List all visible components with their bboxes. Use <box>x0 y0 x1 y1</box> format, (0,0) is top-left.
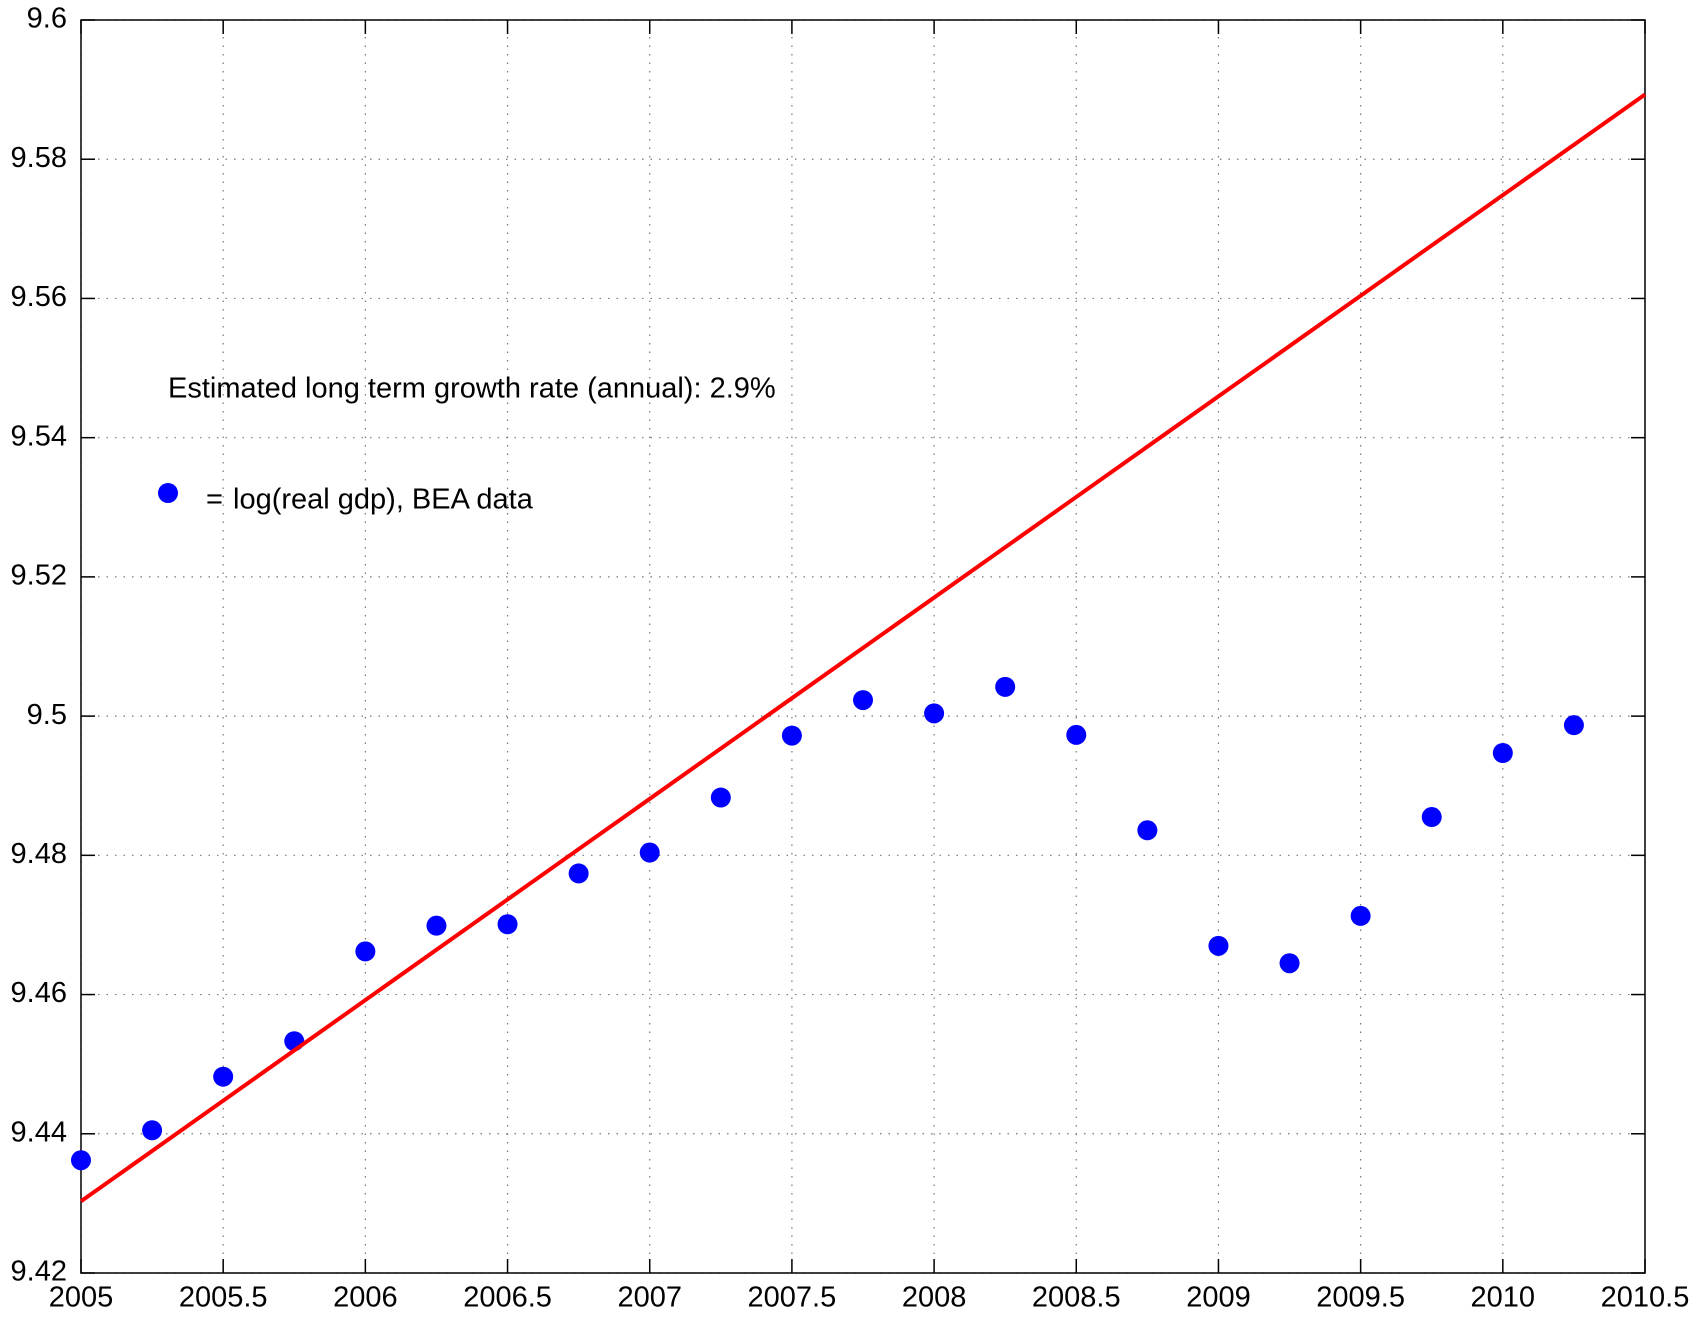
data-point <box>71 1150 91 1171</box>
y-tick-label: 9.48 <box>11 838 67 870</box>
data-point <box>1563 715 1584 736</box>
legend-separator: = <box>206 484 223 516</box>
data-point <box>142 1120 163 1141</box>
data-point <box>995 676 1016 697</box>
x-tick-label: 2007 <box>617 1282 682 1314</box>
x-tick-label: 2009 <box>1186 1282 1251 1314</box>
data-point <box>1350 905 1371 926</box>
y-tick-label: 9.58 <box>11 142 67 174</box>
x-tick-label: 2007.5 <box>748 1282 837 1314</box>
y-tick-label: 9.44 <box>11 1116 67 1148</box>
y-tick-label: 9.46 <box>11 977 67 1009</box>
data-point <box>355 941 376 962</box>
data-point <box>781 725 802 746</box>
y-tick-label: 9.52 <box>11 560 67 592</box>
legend-label: log(real gdp), BEA data <box>233 484 534 516</box>
x-tick-label: 2008 <box>902 1282 967 1314</box>
data-point <box>1066 724 1087 745</box>
x-tick-label: 2006 <box>333 1282 398 1314</box>
x-tick-label: 2006.5 <box>463 1282 552 1314</box>
data-point <box>853 690 873 711</box>
data-point <box>1421 807 1442 828</box>
data-point <box>568 863 589 884</box>
plot-frame <box>80 19 1646 1274</box>
data-point <box>213 1066 234 1087</box>
data-point <box>710 787 731 808</box>
x-tick-label: 2010 <box>1471 1282 1536 1314</box>
data-point <box>1137 820 1158 841</box>
y-tick-label: 9.54 <box>11 420 67 452</box>
y-tick-label: 9.42 <box>11 1256 67 1288</box>
data-point <box>924 703 945 724</box>
data-point <box>639 842 660 863</box>
x-tick-label: 2008.5 <box>1032 1282 1121 1314</box>
data-point <box>426 915 447 936</box>
data-point <box>497 914 518 935</box>
x-tick-label: 2010.5 <box>1601 1282 1690 1314</box>
x-tick-label: 2005.5 <box>179 1282 268 1314</box>
y-tick-label: 9.56 <box>11 281 67 313</box>
trend-line <box>79 92 1647 1203</box>
y-tick-label: 9.6 <box>27 3 67 35</box>
annotation: Estimated long term growth rate (annual)… <box>168 373 776 405</box>
legend-marker <box>158 483 178 503</box>
x-tick-label: 2005 <box>49 1282 114 1314</box>
data-point <box>1492 743 1513 764</box>
data-point <box>1208 935 1229 956</box>
data-point <box>1279 953 1300 974</box>
y-tick-label: 9.5 <box>27 699 67 731</box>
x-tick-label: 2009.5 <box>1316 1282 1405 1314</box>
